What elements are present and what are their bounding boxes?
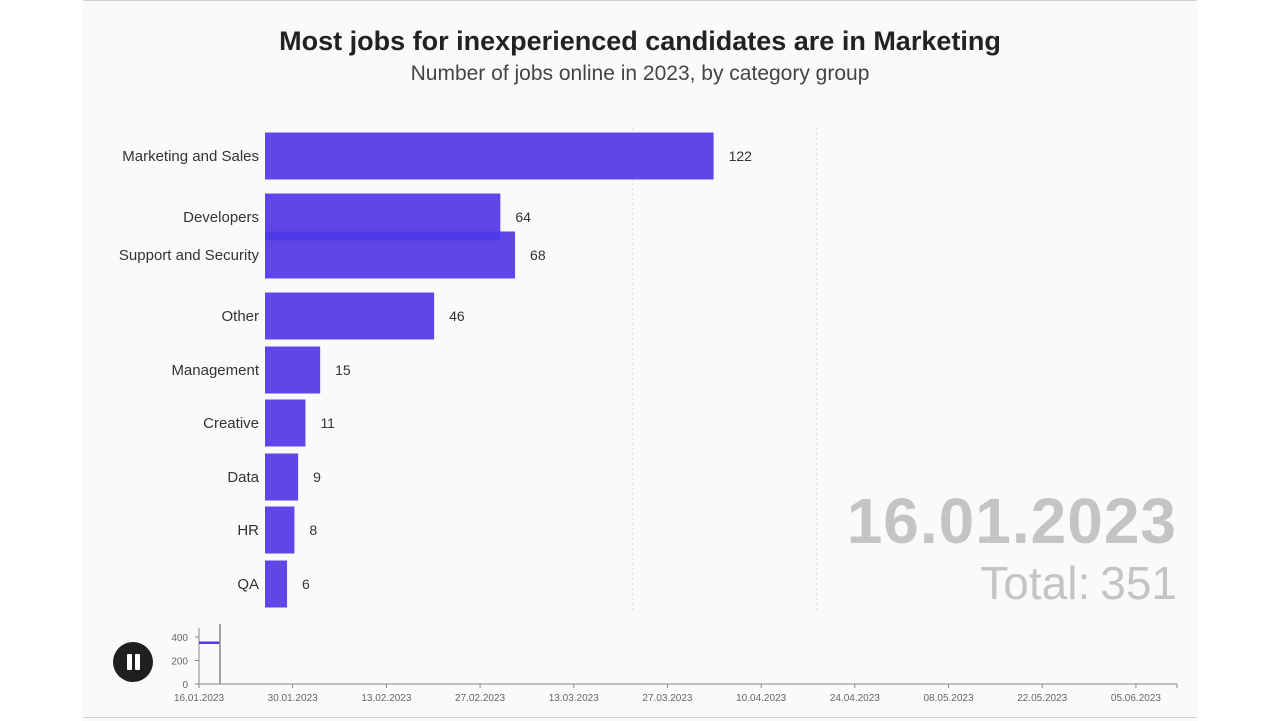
timeline-x-tick-label: 13.02.2023 bbox=[361, 693, 411, 704]
total-readout: Total: 351 bbox=[980, 556, 1177, 610]
timeline-x-tick-label: 08.05.2023 bbox=[924, 693, 974, 704]
bars: Marketing and Sales 122 Developers 64 Suppor… bbox=[119, 132, 753, 608]
pause-icon-bar bbox=[135, 654, 140, 670]
bar-label: Management bbox=[171, 362, 259, 379]
bar bbox=[265, 231, 516, 279]
bar bbox=[265, 346, 321, 394]
timeline-x-tick-label: 05.06.2023 bbox=[1111, 693, 1161, 704]
bar-value-label: 9 bbox=[313, 469, 321, 485]
timeline-y-tick-label: 200 bbox=[171, 657, 188, 668]
total-value: 351 bbox=[1100, 557, 1177, 609]
bar-value-label: 46 bbox=[449, 308, 465, 324]
bar-label: Creative bbox=[203, 415, 259, 432]
gridlines bbox=[632, 128, 818, 610]
timeline-x-tick-label: 16.01.2023 bbox=[174, 693, 224, 704]
timeline-x-tick-label: 30.01.2023 bbox=[268, 693, 318, 704]
timeline-x-tick-label: 22.05.2023 bbox=[1017, 693, 1067, 704]
bar-value-label: 15 bbox=[335, 362, 351, 378]
bar-value-label: 11 bbox=[320, 415, 335, 431]
bar-label: Marketing and Sales bbox=[122, 148, 259, 165]
bar-value-label: 6 bbox=[302, 576, 310, 592]
bar-label: QA bbox=[237, 576, 259, 593]
bar-value-label: 122 bbox=[729, 148, 753, 164]
bar bbox=[265, 132, 714, 180]
frame-bottom-border bbox=[83, 717, 1197, 718]
timeline-x-tick-label: 13.03.2023 bbox=[549, 693, 599, 704]
timeline-chart: 400 200 0 16.01.2023 30.01.2023 13.02.2023 27.… bbox=[171, 624, 1178, 704]
pause-icon bbox=[127, 654, 132, 670]
bar-label: Data bbox=[227, 469, 259, 486]
bar-label: Other bbox=[221, 308, 259, 325]
bar-value-label: 68 bbox=[530, 247, 546, 263]
pause-button[interactable] bbox=[113, 642, 153, 682]
total-label: Total: bbox=[980, 557, 1091, 609]
timeline-x-tick-label: 24.04.2023 bbox=[830, 693, 880, 704]
bar-value-label: 64 bbox=[515, 209, 531, 225]
bar-label: HR bbox=[237, 522, 259, 539]
bar-label: Developers bbox=[183, 209, 259, 226]
bar bbox=[265, 560, 288, 608]
timeline-x-tick-label: 27.03.2023 bbox=[642, 693, 692, 704]
timeline-y-tick-label: 400 bbox=[171, 633, 188, 644]
timeline-x-tick-label: 27.02.2023 bbox=[455, 693, 505, 704]
current-date: 16.01.2023 bbox=[846, 485, 1177, 557]
timeline-y-tick-label: 0 bbox=[182, 680, 188, 691]
bar bbox=[265, 506, 295, 554]
bar bbox=[265, 399, 306, 447]
bar bbox=[265, 292, 435, 340]
bar-label: Support and Security bbox=[119, 247, 260, 264]
chart-subtitle: Number of jobs online in 2023, by catego… bbox=[410, 62, 870, 85]
timeline-x-tick-label: 10.04.2023 bbox=[736, 693, 786, 704]
chart-title: Most jobs for inexperienced candidates a… bbox=[279, 26, 1001, 56]
bar-value-label: 8 bbox=[309, 522, 317, 538]
bar bbox=[265, 453, 299, 501]
